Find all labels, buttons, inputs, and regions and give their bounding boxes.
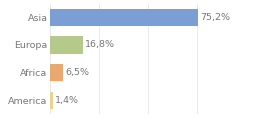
Text: 16,8%: 16,8% (85, 40, 115, 49)
Text: 1,4%: 1,4% (55, 96, 79, 105)
Text: 75,2%: 75,2% (200, 13, 230, 22)
Bar (50, 92, 53, 109)
Bar (50, 64, 63, 81)
Bar (50, 9, 198, 26)
Bar (50, 36, 83, 54)
Text: 6,5%: 6,5% (65, 68, 89, 77)
